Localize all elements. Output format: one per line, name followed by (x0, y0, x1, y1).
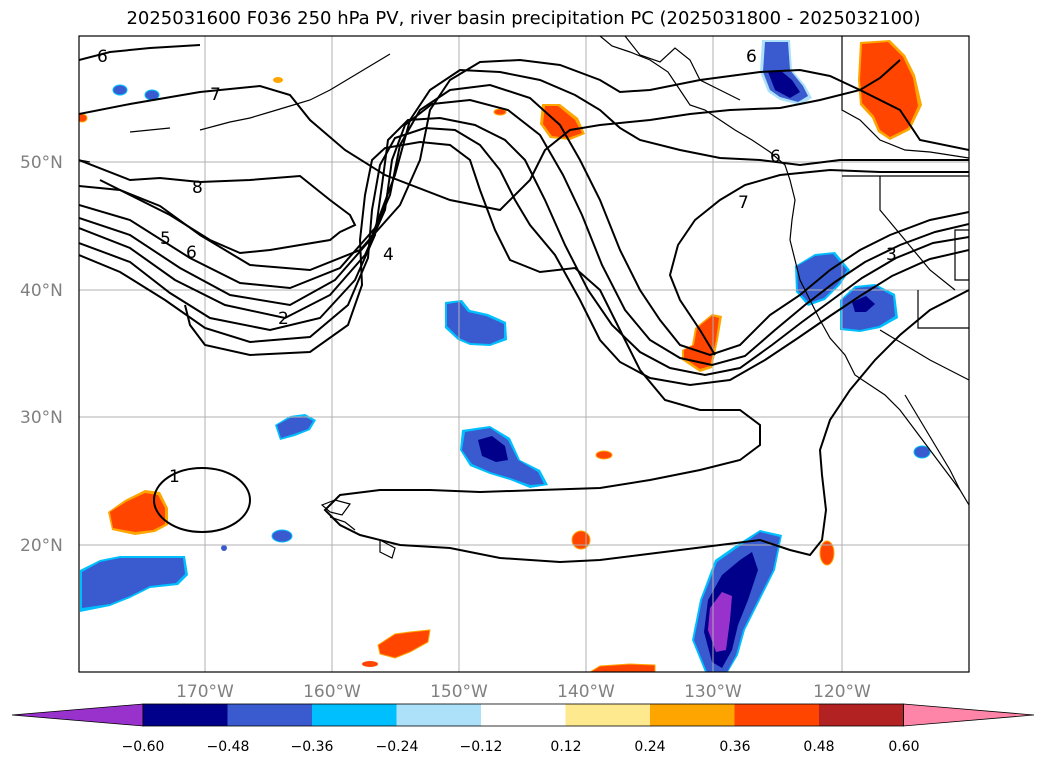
colorbar: −0.60 −0.48 −0.36 −0.24 −0.12 0.12 0.24 … (11, 703, 1035, 755)
contour-label: 6 (97, 47, 108, 67)
colorbar-segment (312, 704, 397, 726)
colorbar-tick-label: −0.24 (376, 739, 419, 755)
colorbar-tick-labels: −0.60 −0.48 −0.36 −0.24 −0.12 0.12 0.24 … (122, 739, 920, 755)
colorbar-extend-left (11, 703, 144, 727)
colorbar-segment (481, 704, 566, 726)
contour-label: 3 (886, 245, 897, 265)
colorbar-segment (819, 704, 904, 726)
latitude-label: 50°N (20, 153, 63, 173)
colorbar-tick-label: 0.12 (550, 739, 581, 755)
longitude-label: 140°W (557, 682, 615, 702)
contour-label: 7 (738, 193, 749, 213)
colorbar-segment (650, 704, 735, 726)
colorbar-tick-label: −0.60 (122, 739, 165, 755)
contour-label: 1 (169, 467, 180, 487)
pv-contours (79, 44, 969, 564)
longitude-label: 150°W (430, 682, 488, 702)
map-title: 2025031600 F036 250 hPa PV, river basin … (126, 8, 921, 29)
latitude-label: 20°N (20, 536, 63, 556)
colorbar-tick-label: 0.60 (888, 739, 919, 755)
contour-label: 6 (186, 243, 197, 263)
longitude-label: 120°W (813, 682, 871, 702)
colorbar-extend-right (903, 703, 1035, 727)
colorbar-segment (734, 704, 820, 726)
pv-contour-labels: 6 7 8 5 6 4 2 6 7 6 3 1 (97, 47, 897, 487)
colorbar-segment (565, 704, 651, 726)
colorbar-segment (227, 704, 313, 726)
contour-label: 4 (383, 245, 394, 265)
colorbar-tick-label: −0.12 (460, 739, 503, 755)
colorbar-tick-label: 0.36 (719, 739, 750, 755)
latitude-axis: 50°N 40°N 30°N 20°N (20, 153, 63, 556)
colorbar-tick-label: −0.36 (291, 739, 334, 755)
colorbar-segment (396, 704, 482, 726)
latitude-label: 40°N (20, 281, 63, 301)
longitude-label: 160°W (303, 682, 361, 702)
colorbar-segments (11, 703, 1035, 727)
map-plot-area (79, 36, 969, 672)
contour-label: 7 (210, 85, 221, 105)
map-frame (78, 35, 970, 673)
contour-label: 6 (746, 47, 757, 67)
contour-label: 2 (278, 309, 289, 329)
longitude-label: 130°W (684, 682, 742, 702)
colorbar-tick-label: 0.24 (634, 739, 665, 755)
contour-label: 5 (160, 229, 171, 249)
colorbar-segment (143, 704, 228, 726)
longitude-label: 170°W (176, 682, 234, 702)
latitude-label: 30°N (20, 408, 63, 428)
colorbar-tick-label: −0.48 (207, 739, 250, 755)
contour-label: 8 (192, 178, 203, 198)
coastlines (79, 36, 969, 559)
colorbar-outline (142, 703, 904, 727)
contour-label: 6 (770, 147, 781, 167)
longitude-axis: 170°W 160°W 150°W 140°W 130°W 120°W (176, 682, 871, 702)
colorbar-tick-label: 0.48 (803, 739, 834, 755)
